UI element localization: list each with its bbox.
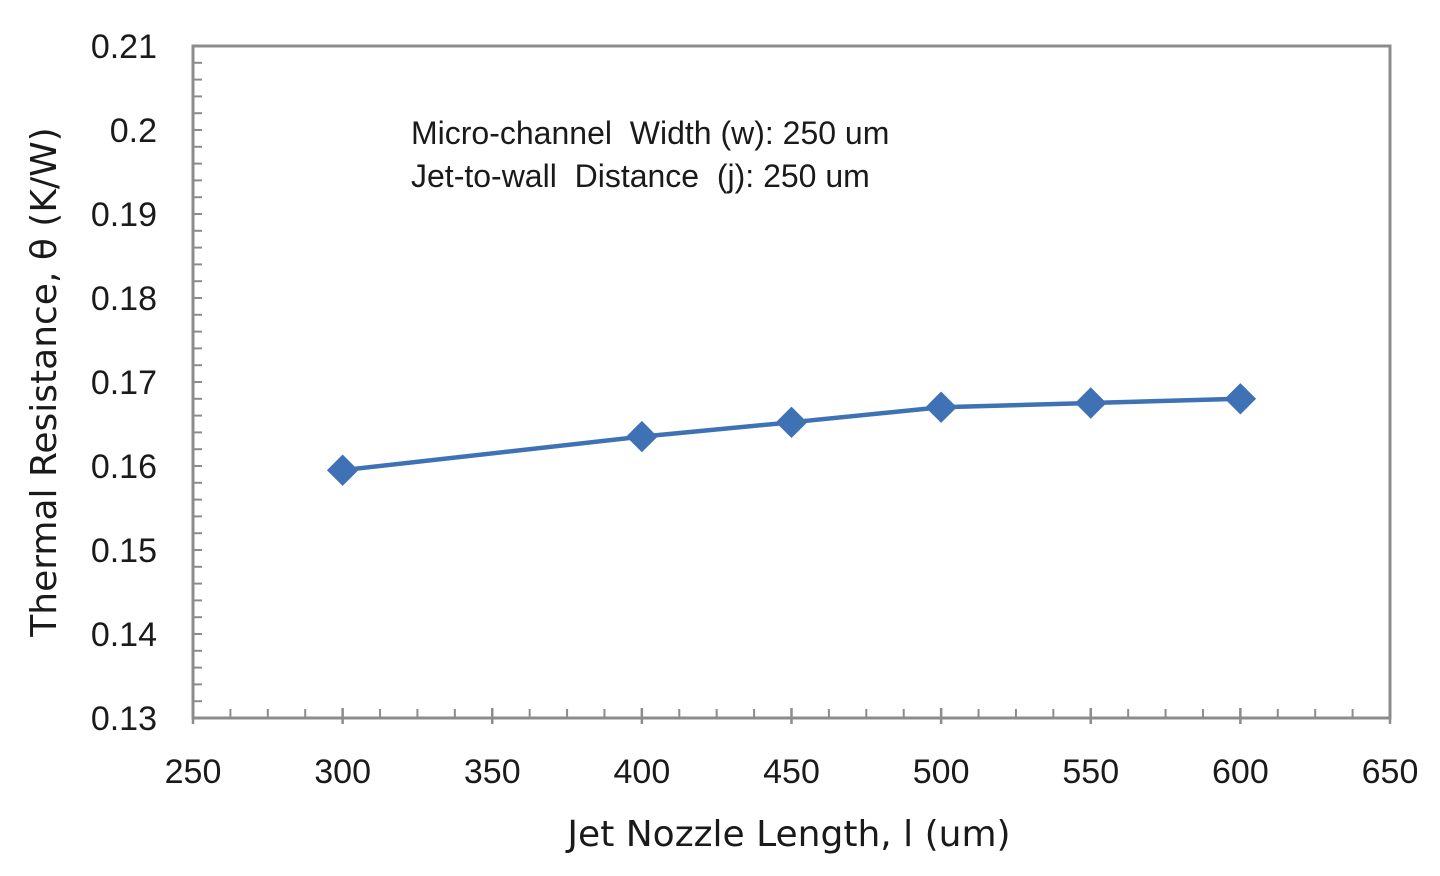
y-tick-label: 0.16 — [91, 448, 157, 486]
data-point-diamond — [326, 454, 359, 486]
data-point-diamond — [775, 406, 808, 439]
x-tick-label: 500 — [913, 753, 970, 791]
y-tick-label: 0.19 — [91, 196, 157, 234]
x-tick-label: 650 — [1362, 753, 1419, 791]
y-tick-label: 0.15 — [91, 532, 157, 570]
y-tick-label: 0.17 — [91, 364, 157, 402]
y-tick-label: 0.18 — [91, 280, 157, 318]
data-point-diamond — [1224, 383, 1257, 415]
x-axis-ticks — [191, 708, 1392, 724]
x-tick-label: 250 — [165, 753, 222, 791]
y-tick-label: 0.21 — [91, 28, 157, 66]
x-tick-label: 300 — [314, 753, 371, 791]
annotation-line-2: Jet-to-wall Distance (j): 250 um — [411, 158, 870, 194]
y-minor-ticks — [193, 61, 202, 703]
x-tick-label: 350 — [464, 753, 521, 791]
y-axis-tick-labels: 0.13 0.14 0.15 0.16 0.17 0.18 0.19 0.2 0.21 — [91, 28, 157, 738]
y-axis-title: Thermal Resistance, θ (K/W) — [24, 127, 65, 637]
data-point-diamond — [1075, 387, 1107, 419]
y-tick-label: 0.14 — [91, 616, 157, 654]
x-tick-label: 600 — [1212, 753, 1269, 791]
data-point-diamond — [626, 420, 658, 453]
y-tick-label: 0.13 — [91, 700, 157, 738]
data-point-diamond — [925, 391, 957, 423]
series-line — [340, 396, 1243, 473]
x-tick-label: 400 — [614, 753, 671, 791]
annotation-line-1: Micro-channel Width (w): 250 um — [411, 115, 889, 151]
series-group — [326, 383, 1257, 486]
plot-area — [191, 44, 1392, 720]
x-axis-title: Jet Nozzle Length, l (um) — [565, 814, 1010, 855]
y-tick-label: 0.2 — [110, 112, 157, 150]
x-tick-label: 550 — [1062, 753, 1119, 791]
x-axis-tick-labels: 250 300 350 400 450 500 550 600 650 — [165, 753, 1419, 791]
x-tick-label: 450 — [763, 753, 820, 791]
